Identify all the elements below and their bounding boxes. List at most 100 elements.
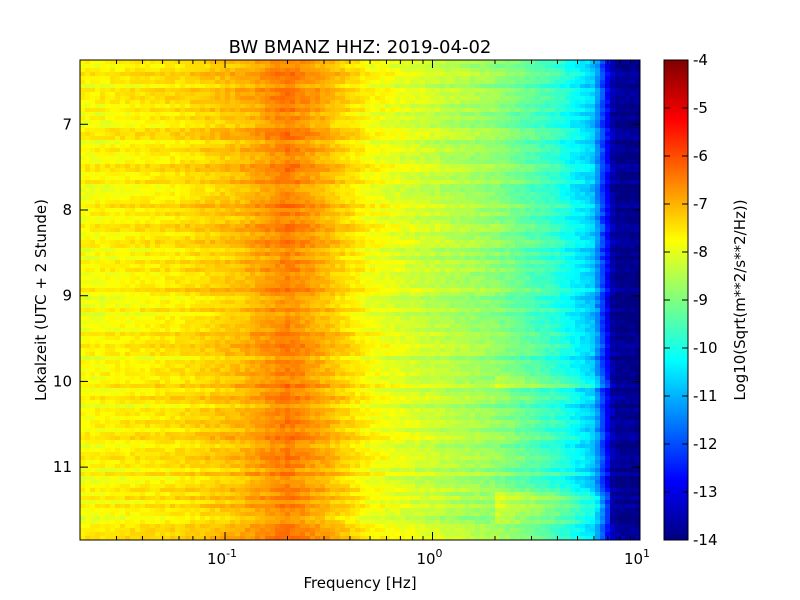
heatmap-cell bbox=[485, 132, 491, 137]
heatmap-cell bbox=[220, 100, 226, 105]
heatmap-cell bbox=[540, 76, 546, 81]
heatmap-cell bbox=[575, 144, 581, 149]
heatmap-cell bbox=[200, 68, 206, 73]
heatmap-cell bbox=[330, 180, 336, 185]
heatmap-cell bbox=[275, 184, 281, 189]
heatmap-cell bbox=[175, 188, 181, 193]
heatmap-cell bbox=[565, 128, 571, 133]
heatmap-cell bbox=[325, 160, 331, 165]
heatmap-cell bbox=[610, 76, 616, 81]
heatmap-cell bbox=[375, 168, 381, 173]
heatmap-cell bbox=[210, 152, 216, 157]
heatmap-cell bbox=[480, 204, 486, 209]
heatmap-cell bbox=[145, 120, 151, 125]
heatmap-cell bbox=[325, 76, 331, 81]
heatmap-cell bbox=[500, 232, 506, 237]
heatmap-cell bbox=[595, 232, 601, 237]
heatmap-cell bbox=[570, 88, 576, 93]
heatmap-cell bbox=[130, 180, 136, 185]
heatmap-cell bbox=[290, 200, 296, 205]
heatmap-cell bbox=[570, 216, 576, 221]
heatmap-cell bbox=[570, 80, 576, 85]
heatmap-cell bbox=[205, 144, 211, 149]
heatmap-cell bbox=[250, 236, 256, 241]
heatmap-cell bbox=[395, 136, 401, 141]
heatmap-cell bbox=[300, 64, 306, 69]
heatmap-cell bbox=[240, 220, 246, 225]
heatmap-cell bbox=[245, 160, 251, 165]
heatmap-cell bbox=[435, 148, 441, 153]
heatmap-cell bbox=[570, 164, 576, 169]
heatmap-cell bbox=[170, 72, 176, 77]
heatmap-cell bbox=[125, 100, 131, 105]
heatmap-cell bbox=[195, 160, 201, 165]
heatmap-cell bbox=[320, 104, 326, 109]
heatmap-cell bbox=[80, 80, 86, 85]
heatmap-cell bbox=[385, 172, 391, 177]
heatmap-cell bbox=[145, 220, 151, 225]
heatmap-cell bbox=[450, 120, 456, 125]
heatmap-cell bbox=[555, 80, 561, 85]
heatmap-cell bbox=[425, 92, 431, 97]
heatmap-cell bbox=[145, 180, 151, 185]
heatmap-cell bbox=[310, 124, 316, 129]
heatmap-cell bbox=[595, 180, 601, 185]
heatmap-cell bbox=[495, 140, 501, 145]
heatmap-cell bbox=[280, 204, 286, 209]
heatmap-cell bbox=[435, 172, 441, 177]
heatmap-cell bbox=[85, 176, 91, 181]
heatmap-cell bbox=[165, 224, 171, 229]
heatmap-cell bbox=[185, 112, 191, 117]
heatmap-cell bbox=[300, 236, 306, 241]
heatmap-cell bbox=[185, 156, 191, 161]
heatmap-cell bbox=[190, 164, 196, 169]
heatmap-cell bbox=[155, 176, 161, 181]
heatmap-cell bbox=[225, 224, 231, 229]
heatmap-cell bbox=[190, 160, 196, 165]
heatmap-cell bbox=[510, 192, 516, 197]
heatmap-cell bbox=[425, 76, 431, 81]
heatmap-cell bbox=[375, 212, 381, 217]
heatmap-cell bbox=[560, 112, 566, 117]
heatmap-cell bbox=[485, 228, 491, 233]
heatmap-cell bbox=[350, 172, 356, 177]
heatmap-cell bbox=[140, 124, 146, 129]
heatmap-cell bbox=[235, 104, 241, 109]
heatmap-cell bbox=[600, 180, 606, 185]
heatmap-cell bbox=[635, 120, 640, 125]
heatmap-cell bbox=[610, 144, 616, 149]
heatmap-cell bbox=[465, 68, 471, 73]
heatmap-cell bbox=[485, 124, 491, 129]
heatmap-cell bbox=[375, 64, 381, 69]
heatmap-cell bbox=[270, 104, 276, 109]
heatmap-cell bbox=[195, 120, 201, 125]
heatmap-cell bbox=[475, 136, 481, 141]
heatmap-cell bbox=[215, 220, 221, 225]
heatmap-cell bbox=[195, 100, 201, 105]
heatmap-cell bbox=[320, 176, 326, 181]
heatmap-cell bbox=[225, 200, 231, 205]
heatmap-cell bbox=[625, 180, 631, 185]
heatmap-cell bbox=[615, 176, 621, 181]
heatmap-cell bbox=[435, 208, 441, 213]
heatmap-cell bbox=[515, 132, 521, 137]
heatmap-cell bbox=[80, 64, 86, 69]
heatmap-cell bbox=[200, 148, 206, 153]
heatmap-cell bbox=[630, 148, 636, 153]
heatmap-cell bbox=[610, 216, 616, 221]
heatmap-cell bbox=[435, 140, 441, 145]
heatmap-cell bbox=[230, 112, 236, 117]
heatmap-cell bbox=[325, 168, 331, 173]
heatmap-cell bbox=[190, 140, 196, 145]
heatmap-cell bbox=[155, 196, 161, 201]
heatmap-cell bbox=[545, 112, 551, 117]
heatmap-cell bbox=[175, 88, 181, 93]
heatmap-cell bbox=[145, 144, 151, 149]
heatmap-cell bbox=[455, 124, 461, 129]
heatmap-cell bbox=[420, 196, 426, 201]
heatmap-cell bbox=[555, 132, 561, 137]
heatmap-cell bbox=[595, 96, 601, 101]
heatmap-cell bbox=[435, 124, 441, 129]
heatmap-cell bbox=[375, 196, 381, 201]
heatmap-cell bbox=[375, 136, 381, 141]
